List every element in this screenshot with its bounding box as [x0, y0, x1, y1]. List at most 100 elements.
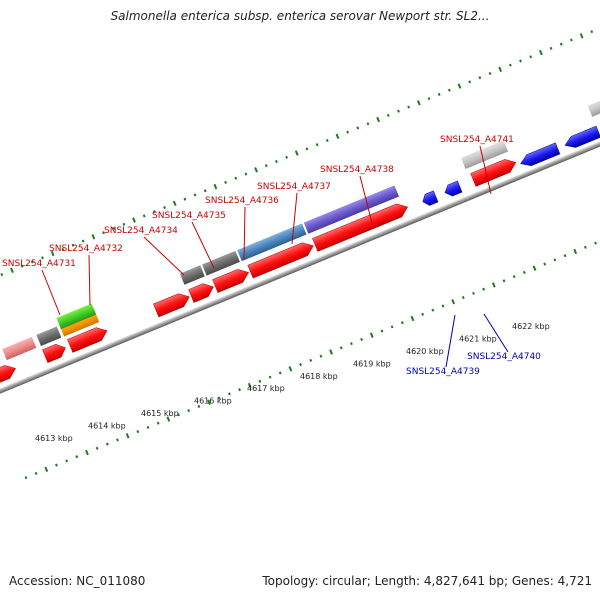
- forward-scale-tick: [102, 231, 105, 235]
- forward-scale-tick: [437, 92, 441, 96]
- forward-scale-tick: [549, 46, 553, 50]
- forward-scale-tick: [447, 88, 451, 92]
- forward-gene-label[interactable]: SNSL254_A4737: [257, 182, 331, 192]
- forward-gene-arrow[interactable]: [247, 239, 316, 279]
- reverse-gene-label[interactable]: SNSL254_A4740: [467, 352, 541, 362]
- reverse-scale-tick: [583, 245, 587, 249]
- gene-leader-line: [41, 269, 61, 316]
- reverse-scale-tick: [421, 312, 425, 316]
- feature-bar-pink[interactable]: [2, 336, 37, 361]
- forward-scale-tick: [122, 222, 126, 226]
- reverse-scale-tick: [238, 388, 241, 392]
- reverse-scale-tick: [197, 404, 201, 408]
- reverse-gene-arrow[interactable]: [443, 180, 463, 198]
- forward-gene-arrow[interactable]: [153, 290, 192, 318]
- reverse-scale-tick: [532, 265, 537, 271]
- reverse-scale-tick: [360, 337, 364, 341]
- genome-backbone: [0, 122, 600, 401]
- reverse-scale-tick: [116, 438, 119, 442]
- forward-scale-tick: [579, 33, 584, 39]
- feature-bar-violet[interactable]: [303, 185, 399, 234]
- genome-track-group: [0, 30, 600, 480]
- kbp-scale-label: 4615 kbp: [141, 409, 179, 418]
- feature-bar-silver[interactable]: [460, 140, 509, 170]
- reverse-scale-tick: [543, 262, 547, 266]
- reverse-scale-tick: [431, 308, 435, 312]
- reverse-scale-tick: [329, 349, 333, 355]
- kbp-scale-label: 4621 kbp: [459, 334, 497, 343]
- forward-gene-arrow[interactable]: [42, 341, 68, 363]
- gene-leader-line: [243, 206, 246, 261]
- feature-bar-steel[interactable]: [237, 223, 307, 262]
- forward-gene-label[interactable]: SNSL254_A4731: [2, 259, 76, 269]
- forward-scale-tick: [397, 109, 400, 113]
- forward-gene-label[interactable]: SNSL254_A4732: [49, 244, 123, 254]
- forward-scale-tick: [335, 133, 340, 140]
- feature-bar-gray[interactable]: [36, 326, 62, 347]
- forward-scale-tick: [508, 63, 512, 67]
- reverse-scale-tick: [278, 371, 282, 375]
- forward-scale-tick: [244, 172, 248, 176]
- forward-scale-tick: [346, 130, 350, 134]
- forward-scale-tick: [152, 210, 156, 214]
- forward-gene-label[interactable]: SNSL254_A4734: [104, 226, 178, 236]
- reverse-scale-tick: [146, 425, 150, 429]
- reverse-scale-tick: [227, 392, 231, 396]
- feature-bar-gray[interactable]: [202, 250, 240, 276]
- forward-scale-tick: [386, 113, 390, 117]
- forward-gene-label[interactable]: SNSL254_A4736: [205, 196, 279, 206]
- forward-scale-tick: [81, 239, 85, 243]
- reverse-scale-tick: [166, 416, 171, 422]
- kbp-scale-label: 4613 kbp: [35, 434, 73, 443]
- reverse-scale-tick: [156, 421, 160, 425]
- reverse-scale-tick: [309, 358, 313, 362]
- forward-gene-label[interactable]: SNSL254_A4741: [440, 135, 514, 145]
- reverse-scale-tick: [95, 446, 99, 450]
- gene-leader-line: [88, 254, 91, 306]
- forward-scale-tick: [254, 167, 258, 173]
- reverse-scale-tick: [482, 287, 486, 291]
- forward-gene-arrow[interactable]: [188, 280, 217, 303]
- forward-gene-arrow[interactable]: [212, 266, 252, 293]
- forward-gene-arrow[interactable]: [0, 362, 18, 386]
- reverse-gene-label[interactable]: SNSL254_A4739: [406, 367, 480, 377]
- forward-gene-arrow[interactable]: [312, 200, 410, 252]
- kbp-scale-label: 4618 kbp: [300, 372, 338, 381]
- forward-scale-tick: [163, 205, 166, 210]
- forward-scale-tick: [457, 83, 462, 89]
- forward-gene-arrow[interactable]: [470, 156, 519, 187]
- forward-gene-arrow[interactable]: [67, 324, 109, 353]
- kbp-scale-label: 4620 kbp: [406, 347, 444, 356]
- forward-scale-tick: [325, 138, 329, 143]
- forward-scale-tick: [112, 226, 116, 231]
- reverse-scale-tick: [441, 304, 445, 308]
- forward-scale-tick: [376, 116, 381, 123]
- forward-scale-tick: [30, 260, 34, 264]
- reverse-scale-tick: [380, 329, 384, 333]
- reverse-gene-arrow[interactable]: [518, 142, 561, 169]
- gene-leader-line: [479, 145, 492, 195]
- reverse-scale-tick: [410, 315, 415, 322]
- feature-bar-green[interactable]: [56, 303, 97, 330]
- reverse-scale-tick: [502, 279, 506, 283]
- reverse-scale-tick: [299, 363, 302, 367]
- reverse-scale-tick: [34, 471, 38, 475]
- reverse-scale-tick: [461, 296, 465, 300]
- forward-scale-tick: [559, 42, 563, 46]
- reverse-scale-tick: [125, 433, 130, 439]
- feature-bar-gray[interactable]: [179, 265, 205, 285]
- forward-gene-label[interactable]: SNSL254_A4738: [320, 165, 394, 175]
- reverse-scale-tick: [594, 241, 597, 245]
- gene-leader-line: [291, 192, 298, 245]
- forward-gene-label[interactable]: SNSL254_A4735: [152, 211, 226, 221]
- reverse-scale-tick: [44, 466, 49, 472]
- reverse-scale-tick: [65, 459, 69, 463]
- reverse-gene-arrow[interactable]: [421, 190, 439, 207]
- forward-scale-tick: [203, 189, 207, 193]
- kbp-scale-label: 4614 kbp: [88, 422, 126, 431]
- reverse-scale-tick: [247, 382, 252, 389]
- feature-bar-silver[interactable]: [587, 90, 600, 117]
- reverse-scale-tick: [512, 275, 516, 279]
- forward-scale-tick: [416, 100, 421, 106]
